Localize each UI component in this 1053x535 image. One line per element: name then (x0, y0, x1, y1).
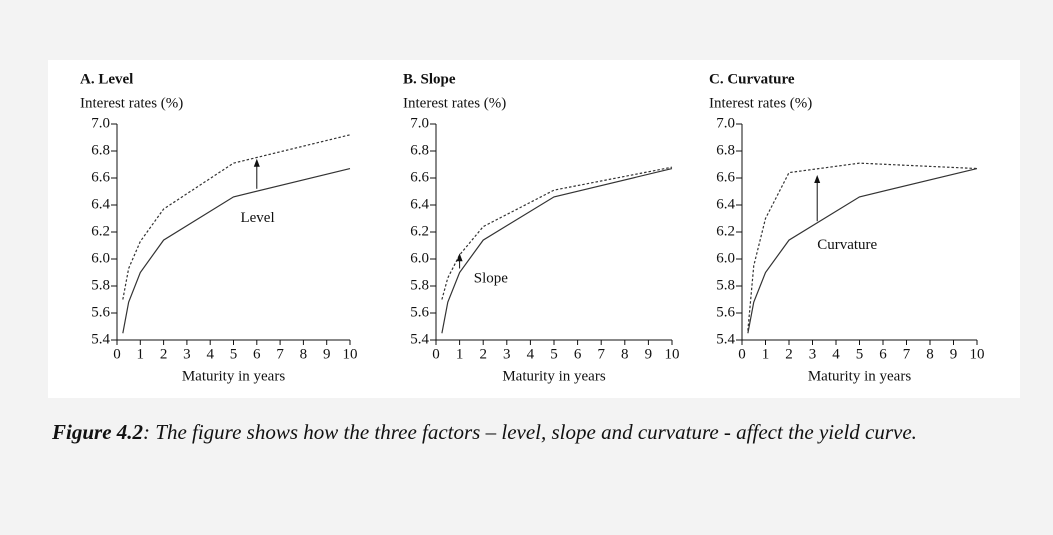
x-tick-label: 5 (856, 346, 864, 362)
x-tick-label: 9 (323, 346, 331, 362)
x-tick-label: 3 (809, 346, 817, 362)
y-axis-label: Interest rates (%) (709, 95, 812, 111)
x-tick-label: 1 (137, 346, 145, 362)
y-axis-label: Interest rates (%) (403, 95, 506, 111)
x-tick-label: 0 (113, 346, 121, 362)
chart-title: B. Slope (403, 71, 456, 87)
y-tick-label: 5.8 (410, 277, 429, 293)
y-tick-label: 5.4 (410, 331, 429, 347)
y-tick-label: 6.8 (410, 142, 429, 158)
y-tick-label: 5.6 (410, 304, 429, 320)
annotation: Level (240, 210, 274, 226)
caption: Figure 4.2: The figure shows how the thr… (52, 418, 1012, 447)
x-tick-label: 10 (343, 346, 358, 362)
y-tick-label: 6.8 (716, 142, 735, 158)
shifted-curve (122, 134, 351, 300)
base-curve (122, 167, 351, 334)
y-tick-label: 6.6 (91, 169, 110, 185)
x-tick-label: 6 (574, 346, 582, 362)
x-tick-label: 9 (950, 346, 958, 362)
base-curve (441, 167, 673, 334)
y-tick-label: 5.4 (91, 331, 110, 347)
x-tick-label: 10 (970, 346, 985, 362)
y-tick-label: 5.4 (716, 331, 735, 347)
x-tick-label: 0 (738, 346, 746, 362)
y-tick-label: 6.2 (91, 223, 110, 239)
caption-text: : The figure shows how the three factors… (143, 420, 917, 444)
y-tick-label: 6.2 (410, 223, 429, 239)
y-axis-label: Interest rates (%) (80, 95, 183, 111)
y-tick-label: 6.4 (91, 196, 110, 212)
y-tick-label: 6.6 (410, 169, 429, 185)
x-axis-label: Maturity in years (502, 368, 605, 384)
y-tick-label: 5.6 (91, 304, 110, 320)
base-curve (747, 167, 978, 334)
y-tick-label: 6.4 (716, 196, 735, 212)
y-tick-label: 6.6 (716, 169, 735, 185)
x-tick-label: 8 (621, 346, 629, 362)
x-tick-label: 2 (160, 346, 168, 362)
y-tick-label: 5.6 (716, 304, 735, 320)
x-tick-label: 4 (206, 346, 214, 362)
x-tick-label: 10 (665, 346, 680, 362)
x-axis-label: Maturity in years (182, 368, 285, 384)
x-tick-label: 8 (926, 346, 934, 362)
x-tick-label: 7 (597, 346, 605, 362)
x-tick-label: 7 (276, 346, 284, 362)
shifted-curve (747, 162, 978, 331)
chart-title: C. Curvature (709, 71, 795, 87)
y-tick-label: 6.8 (91, 142, 110, 158)
y-tick-label: 7.0 (716, 115, 735, 131)
x-tick-label: 2 (479, 346, 487, 362)
y-tick-label: 6.0 (91, 250, 110, 266)
y-tick-label: 6.4 (410, 196, 429, 212)
caption-label: Figure 4.2 (52, 420, 144, 444)
y-tick-label: 7.0 (91, 115, 110, 131)
x-tick-label: 1 (762, 346, 770, 362)
x-tick-label: 5 (230, 346, 238, 362)
x-tick-label: 9 (645, 346, 653, 362)
x-tick-label: 6 (253, 346, 261, 362)
y-tick-label: 5.8 (91, 277, 110, 293)
x-tick-label: 4 (527, 346, 535, 362)
y-tick-label: 6.0 (410, 250, 429, 266)
y-tick-label: 6.2 (716, 223, 735, 239)
y-tick-label: 7.0 (410, 115, 429, 131)
chart-title: A. Level (80, 71, 133, 87)
x-tick-label: 5 (550, 346, 558, 362)
x-tick-label: 4 (832, 346, 840, 362)
shifted-curve (441, 166, 673, 300)
x-tick-label: 0 (432, 346, 440, 362)
x-tick-label: 3 (503, 346, 511, 362)
y-tick-label: 6.0 (716, 250, 735, 266)
y-tick-label: 5.8 (716, 277, 735, 293)
x-tick-label: 7 (903, 346, 911, 362)
x-axis-label: Maturity in years (808, 368, 911, 384)
x-tick-label: 2 (785, 346, 793, 362)
annotation: Slope (474, 271, 509, 287)
x-tick-label: 1 (456, 346, 464, 362)
annotation: Curvature (817, 237, 877, 253)
x-tick-label: 3 (183, 346, 191, 362)
x-tick-label: 6 (879, 346, 887, 362)
x-tick-label: 8 (300, 346, 308, 362)
